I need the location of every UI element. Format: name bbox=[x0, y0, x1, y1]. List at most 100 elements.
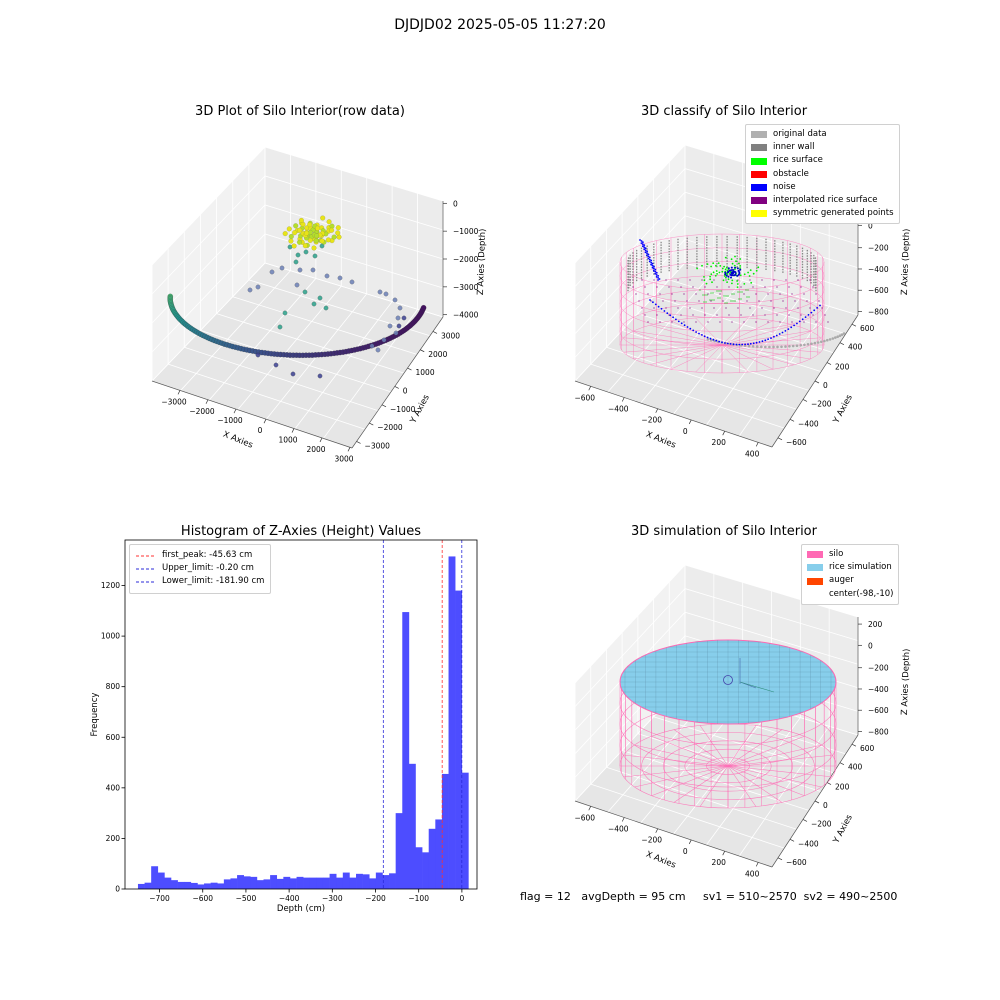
data-point bbox=[387, 323, 393, 329]
legend-swatch bbox=[751, 144, 767, 152]
interpolated-point bbox=[773, 279, 775, 281]
original-data-point bbox=[826, 338, 829, 342]
noise-point bbox=[764, 339, 767, 342]
rice-surface-point bbox=[738, 298, 740, 300]
rice-surface-point bbox=[726, 266, 728, 269]
rice-surface-point bbox=[702, 294, 704, 296]
y-tick bbox=[851, 323, 857, 327]
noise-point bbox=[669, 314, 672, 317]
noise-point bbox=[744, 343, 746, 346]
noise-point bbox=[731, 271, 733, 274]
y-tick bbox=[394, 386, 399, 389]
data-point bbox=[302, 289, 308, 295]
interpolated-point bbox=[668, 314, 670, 316]
noise-point bbox=[643, 248, 646, 251]
z-tick-label: −2000 bbox=[453, 255, 479, 264]
histogram-bar bbox=[151, 866, 159, 889]
interpolated-point bbox=[710, 300, 712, 302]
noise-point bbox=[649, 299, 651, 301]
x-tick bbox=[655, 828, 659, 833]
y-tick bbox=[432, 331, 438, 334]
legend-swatch bbox=[807, 564, 823, 572]
original-data-point bbox=[776, 345, 779, 349]
interpolated-point bbox=[662, 300, 664, 302]
interpolated-point bbox=[713, 307, 715, 309]
classify-3d-plot: −600 −400 −200 0 200 400 −600 −400 −200 0 200 400 60… bbox=[574, 144, 912, 458]
legend-entry: rice simulation bbox=[807, 561, 893, 574]
x-tick-label: −1000 bbox=[217, 416, 243, 425]
gridline bbox=[208, 278, 317, 401]
rice-surface-point bbox=[716, 273, 718, 275]
original-data-point bbox=[799, 344, 803, 347]
legend-entry: rice surface bbox=[751, 154, 894, 167]
y-tick bbox=[789, 418, 795, 422]
silo-floor-spoke bbox=[721, 344, 774, 370]
data-point bbox=[319, 243, 325, 249]
interpolated-point bbox=[644, 314, 646, 316]
y-tick bbox=[381, 404, 387, 408]
x-tick-label: −600 bbox=[574, 393, 595, 402]
histogram-bar bbox=[197, 884, 205, 889]
data-point bbox=[317, 373, 323, 379]
rice-surface-point bbox=[730, 258, 733, 261]
rice-surface-point bbox=[715, 264, 717, 267]
rice-surface-point bbox=[748, 275, 751, 277]
interpolated-point bbox=[797, 279, 799, 281]
noise-point bbox=[695, 331, 697, 333]
rice-surface-point bbox=[757, 266, 760, 269]
interpolated-point bbox=[770, 300, 772, 302]
interpolated-point bbox=[680, 286, 682, 288]
interpolated-point bbox=[683, 321, 685, 323]
noise-point bbox=[646, 250, 648, 253]
noise-point bbox=[648, 258, 651, 261]
z-tick-label: −600 bbox=[868, 286, 889, 295]
legend-entry: obstacle bbox=[751, 168, 894, 181]
y-axis-label: Y Axies bbox=[831, 393, 855, 426]
original-data-point bbox=[828, 338, 832, 341]
histogram-bar bbox=[322, 877, 330, 889]
simulation-3d-plot: −600 −400 −200 0 200 400 −600 −400 −200 0 200 400 60… bbox=[574, 564, 912, 878]
noise-point bbox=[663, 310, 666, 312]
data-point bbox=[314, 233, 320, 239]
histogram-bar bbox=[375, 872, 383, 889]
upper-limit-line-swatch bbox=[136, 568, 156, 570]
interpolated-point bbox=[749, 279, 751, 281]
raw-data-3d-plot: −3000−2000−10000100020003000−3000−2000−1… bbox=[151, 146, 488, 463]
histogram-bar bbox=[270, 875, 278, 889]
z-tick-label: 0 bbox=[453, 199, 458, 208]
rice-surface-point bbox=[729, 272, 731, 274]
rice-surface-point bbox=[738, 262, 740, 265]
data-point bbox=[397, 305, 403, 311]
gridline bbox=[738, 306, 830, 437]
interpolated-point bbox=[791, 321, 793, 323]
interpolated-point bbox=[746, 300, 748, 302]
noise-point bbox=[718, 340, 721, 343]
noise-point bbox=[680, 322, 683, 325]
y-tick bbox=[789, 838, 795, 842]
histogram-bar bbox=[402, 612, 410, 889]
data-point bbox=[392, 297, 398, 303]
rice-surface-point bbox=[739, 258, 742, 260]
histogram-title: Histogram of Z-Axies (Height) Values bbox=[180, 524, 422, 539]
interpolated-point bbox=[764, 286, 766, 288]
interpolated-point bbox=[806, 300, 808, 302]
y-axis-line bbox=[351, 316, 444, 449]
legend-label: original data bbox=[773, 129, 827, 139]
interpolated-point bbox=[818, 300, 820, 302]
interpolated-point bbox=[803, 321, 805, 323]
x-tick bbox=[722, 431, 726, 436]
noise-point bbox=[816, 307, 818, 309]
rice-surface-point bbox=[719, 265, 722, 267]
data-point bbox=[303, 249, 309, 255]
noise-point bbox=[819, 304, 821, 307]
rice-surface-point bbox=[699, 289, 701, 291]
rice-surface-point bbox=[709, 299, 711, 301]
gridline bbox=[574, 238, 859, 358]
interpolated-point bbox=[671, 293, 673, 295]
histogram-bar bbox=[342, 872, 350, 889]
original-data-point bbox=[820, 340, 823, 344]
y-tick-label: 400 bbox=[848, 763, 863, 772]
noise-point bbox=[655, 274, 658, 276]
original-data-point bbox=[743, 344, 747, 348]
rice-surface-point bbox=[721, 270, 724, 273]
